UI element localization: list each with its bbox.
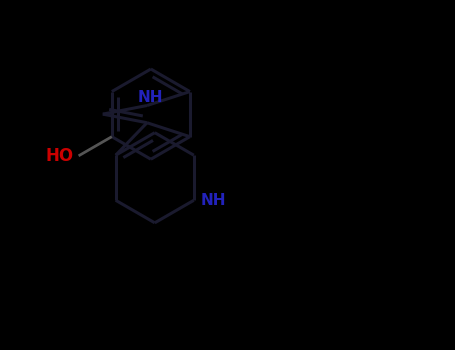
Text: HO: HO (45, 147, 73, 165)
Text: NH: NH (201, 193, 226, 208)
Text: NH: NH (138, 90, 163, 105)
